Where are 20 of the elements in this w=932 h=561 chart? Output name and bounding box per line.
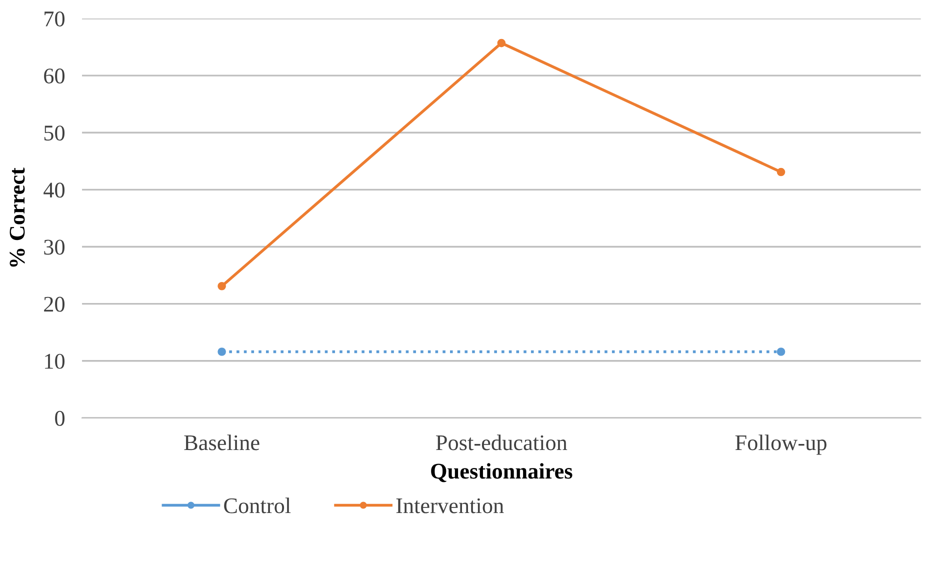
- legend-label: Control: [224, 498, 291, 514]
- x-axis-title: Questionnaires: [431, 463, 572, 482]
- point: [776, 348, 786, 356]
- x-tick-label: Baseline: [184, 434, 260, 450]
- y-tick-label: 20: [44, 296, 64, 312]
- y-tick-label: 10: [45, 354, 64, 369]
- point: [218, 282, 226, 290]
- legend-label: Intervention: [396, 498, 504, 514]
- y-tick-label: 60: [44, 68, 64, 84]
- y-tick-label: 30: [44, 240, 64, 255]
- y-tick-label: 70: [44, 11, 64, 26]
- y-tick-label: 40: [44, 182, 64, 198]
- point: [218, 348, 226, 356]
- x-tick-label: Post-education: [436, 434, 568, 450]
- y-tick-label: 0: [55, 410, 64, 426]
- y-axis-title: % Correct: [10, 168, 25, 267]
- point: [497, 38, 506, 48]
- y-tick-label: 50: [44, 126, 64, 141]
- x-tick-label: Follow-up: [735, 434, 826, 455]
- point: [776, 168, 786, 176]
